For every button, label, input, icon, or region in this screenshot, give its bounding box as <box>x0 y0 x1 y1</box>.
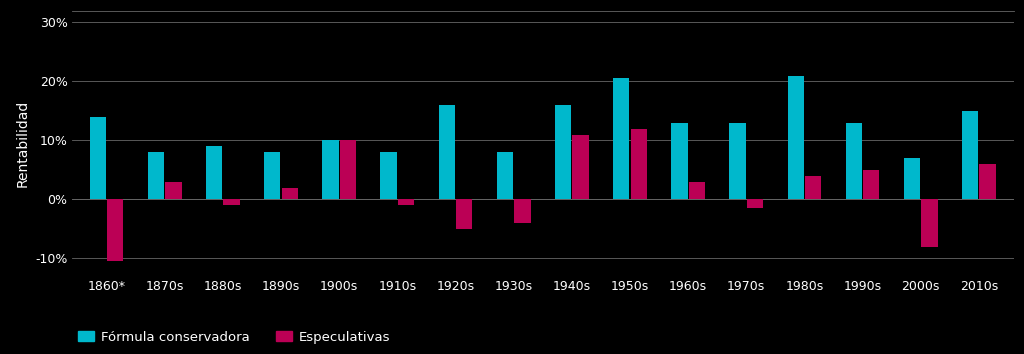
Bar <box>555 105 571 199</box>
Bar <box>90 117 106 199</box>
Bar <box>165 182 181 199</box>
Bar <box>863 170 880 199</box>
Bar <box>729 123 745 199</box>
Bar <box>672 123 687 199</box>
Bar <box>282 188 298 199</box>
Bar <box>206 146 222 199</box>
Bar <box>613 79 630 199</box>
Bar <box>497 152 513 199</box>
Bar <box>631 129 647 199</box>
Bar <box>456 199 472 229</box>
Bar <box>572 135 589 199</box>
Bar <box>381 152 396 199</box>
Bar <box>846 123 862 199</box>
Bar <box>689 182 705 199</box>
Bar <box>979 164 995 199</box>
Y-axis label: Rentabilidad: Rentabilidad <box>15 100 30 187</box>
Legend: Fórmula conservadora, Especulativas: Fórmula conservadora, Especulativas <box>78 331 390 343</box>
Bar <box>904 158 921 199</box>
Bar <box>514 199 530 223</box>
Bar <box>438 105 455 199</box>
Bar <box>962 111 978 199</box>
Bar <box>746 199 763 208</box>
Bar <box>264 152 281 199</box>
Bar <box>223 199 240 205</box>
Bar <box>147 152 164 199</box>
Bar <box>398 199 414 205</box>
Bar <box>108 199 124 261</box>
Bar <box>787 75 804 199</box>
Bar <box>805 176 821 199</box>
Bar <box>922 199 938 247</box>
Bar <box>340 141 356 199</box>
Bar <box>323 141 339 199</box>
